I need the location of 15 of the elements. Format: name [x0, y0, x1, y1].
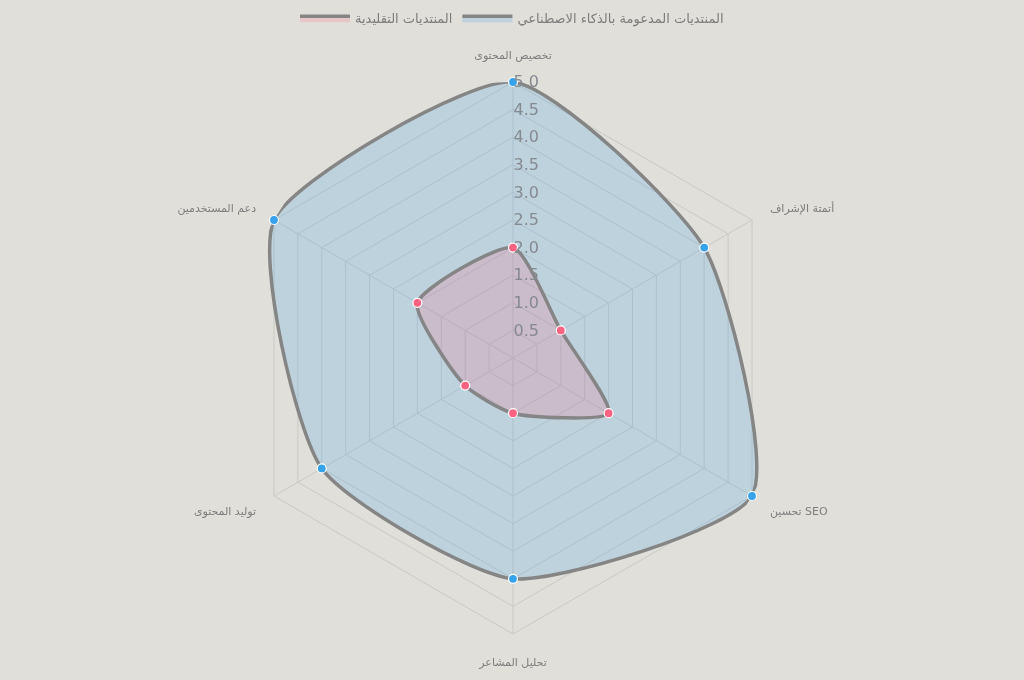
y-tick-label: 0.5 [513, 320, 539, 340]
spoke-label: دعم المستخدمين [177, 201, 257, 215]
legend-label: المنتديات المدعومة بالذكاء الاصطناعي [517, 11, 724, 28]
spoke-label: تحليل المشاعر [478, 655, 547, 669]
spoke-label: أتمتة الإشراف [769, 200, 835, 215]
spoke-label: تخصيص المحتوى [474, 49, 552, 63]
y-tick-label: 2.5 [513, 210, 539, 230]
y-tick-label: 3.5 [513, 155, 539, 174]
y-tick-label: 3.0 [513, 182, 539, 202]
legend-label: المنتديات التقليدية [355, 11, 453, 27]
y-tick-label: 1.0 [513, 293, 539, 312]
y-tick-label: 4.5 [513, 99, 539, 119]
spoke-label: توليد المحتوى [193, 505, 257, 519]
spoke-label: تحسين SEO [769, 505, 829, 519]
y-tick-label: 4.0 [513, 127, 539, 147]
